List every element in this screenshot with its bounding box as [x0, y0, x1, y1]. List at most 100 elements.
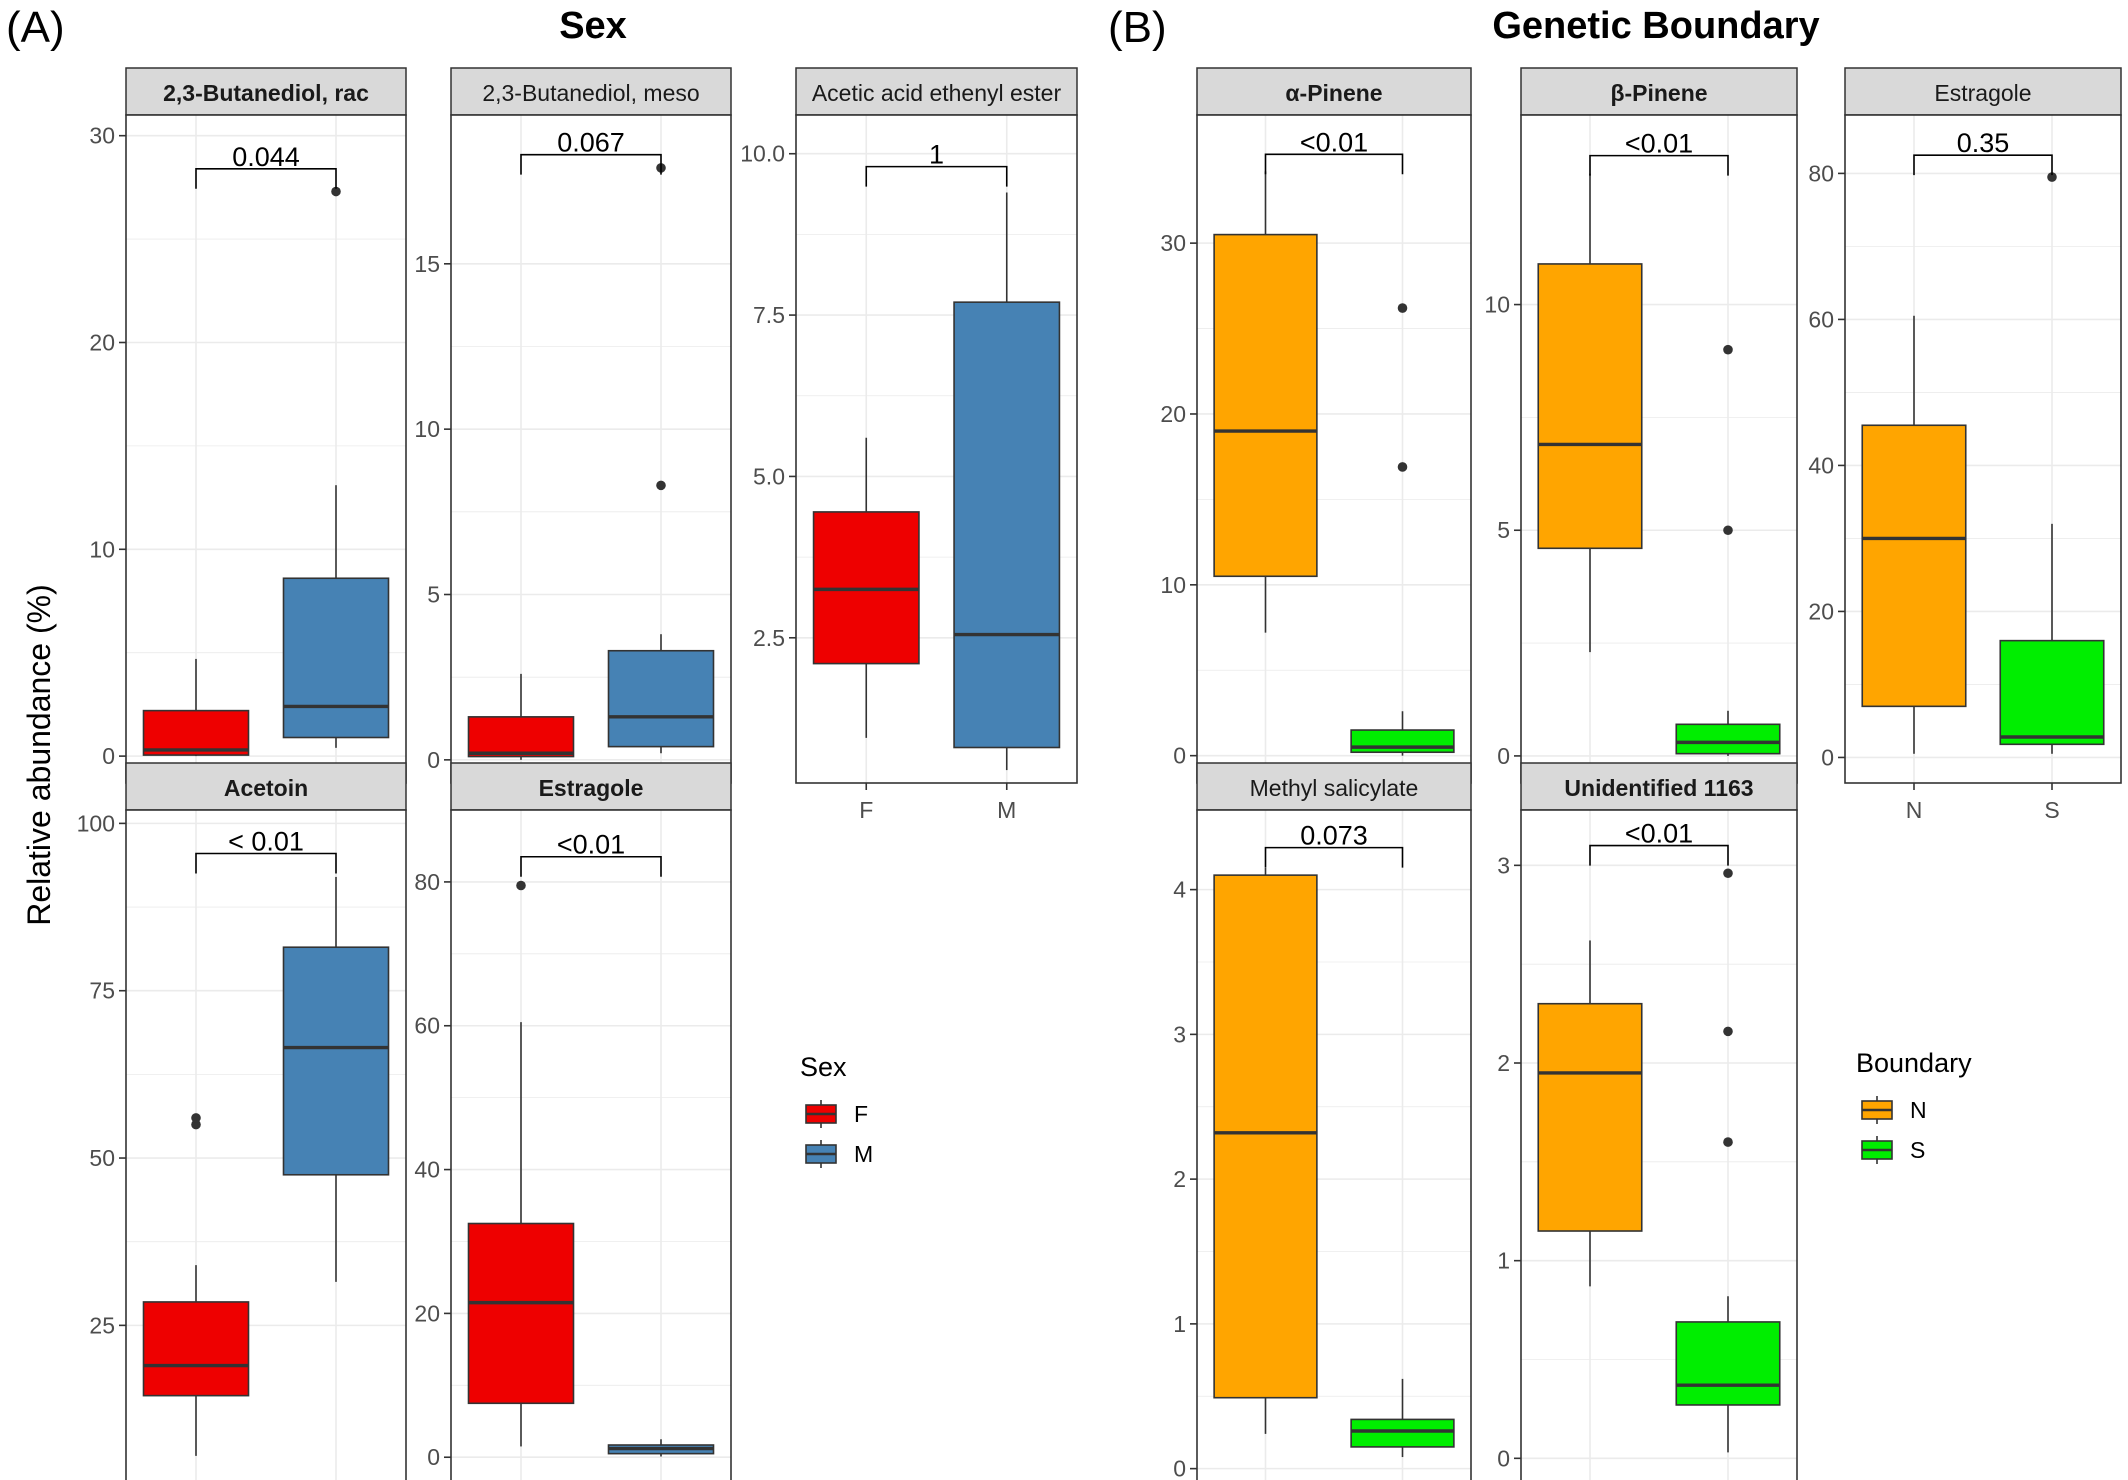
y-tick-label: 10	[414, 416, 440, 442]
box-F	[467, 880, 575, 1447]
box-F	[812, 437, 920, 738]
y-tick-label: 15	[414, 251, 440, 277]
y-tick-label: 30	[1160, 230, 1186, 256]
significance-bracket	[1589, 154, 1729, 176]
outlier-point	[516, 880, 526, 891]
outlier-point	[191, 1119, 201, 1130]
box-iqr	[467, 716, 575, 758]
p-value-label: 0.35	[1957, 128, 2010, 158]
y-tick-label: 0	[427, 1444, 440, 1470]
box-S	[1350, 303, 1455, 756]
facet-strip	[450, 762, 732, 811]
facet-title: Methyl salicylate	[1250, 775, 1419, 801]
facet-title: Estragole	[1934, 80, 2031, 106]
facet-title: Acetoin	[224, 775, 308, 801]
outlier-point	[1723, 344, 1733, 355]
y-tick-label: 40	[1808, 452, 1834, 478]
y-tick-label: 2	[1173, 1166, 1186, 1192]
box-S	[1999, 172, 2105, 754]
outlier-point	[1397, 303, 1408, 313]
box-N	[1213, 867, 1318, 1434]
y-tick-label: 60	[414, 1013, 440, 1039]
facet-strip	[125, 67, 407, 116]
box-iqr	[142, 1301, 250, 1397]
box-M	[607, 163, 715, 754]
y-tick-label: 0	[1173, 743, 1186, 769]
group-title-boundary: Genetic Boundary	[1492, 5, 1819, 47]
facet-title: α-Pinene	[1285, 80, 1382, 106]
p-value-label: <0.01	[557, 830, 625, 860]
y-tick-label: 30	[89, 123, 115, 149]
y-tick-label: 1	[1497, 1248, 1510, 1274]
significance-bracket	[195, 852, 337, 874]
box-iqr	[1537, 263, 1643, 550]
y-tick-label: 2.5	[753, 625, 785, 651]
outlier-point	[1723, 1026, 1733, 1037]
y-tick-label: 75	[89, 978, 115, 1004]
x-tick-label: N	[1906, 797, 1923, 823]
box-S	[1675, 344, 1781, 756]
significance-bracket	[1264, 846, 1404, 868]
outlier-point	[1723, 868, 1733, 879]
outlier-point	[1723, 525, 1733, 536]
legend-label: S	[1910, 1137, 1925, 1163]
significance-bracket	[1913, 154, 2053, 176]
facet-panel: α-Pinene <0.01 0 10 20 30	[1160, 67, 1472, 784]
panel-border	[1844, 114, 2122, 784]
p-value-label: <0.01	[1625, 129, 1693, 159]
box-N	[1213, 171, 1318, 633]
significance-bracket	[520, 855, 662, 877]
panel-border	[1520, 809, 1798, 1480]
y-tick-label: 60	[1808, 306, 1834, 332]
facet-title: Acetic acid ethenyl ester	[812, 80, 1062, 106]
y-tick-label: 5	[427, 582, 440, 608]
box-iqr	[1675, 723, 1781, 755]
facet-panel: 2,3-Butanediol, rac 0.044 0 10 20 30	[89, 67, 407, 784]
box-M	[953, 192, 1061, 771]
facet-panel: Unidentified 1163<0.010123NS	[1497, 762, 1798, 1480]
box-iqr	[1537, 1002, 1643, 1232]
box-F	[142, 1113, 250, 1456]
y-tick-label: 20	[1160, 401, 1186, 427]
box-iqr	[467, 1222, 575, 1405]
y-tick-label: 50	[89, 1145, 115, 1171]
panel-border	[1196, 809, 1472, 1480]
y-tick-label: 3	[1497, 852, 1510, 878]
legend-label: M	[854, 1141, 873, 1167]
y-tick-label: 10	[1484, 292, 1510, 318]
box-iqr	[1213, 874, 1318, 1399]
y-tick-label: 0	[1173, 1456, 1186, 1480]
facet-strip	[1844, 67, 2122, 116]
outlier-point	[656, 480, 666, 491]
y-tick-label: 10	[1160, 572, 1186, 598]
y-tick-label: 20	[1808, 598, 1834, 624]
facet-panel: 2,3-Butanediol, meso 0.067 0 5 10 15	[414, 67, 732, 784]
y-tick-label: 1	[1173, 1311, 1186, 1337]
box-F	[467, 673, 575, 760]
facet-title: Estragole	[539, 775, 644, 801]
facet-title: Unidentified 1163	[1564, 775, 1753, 801]
box-S	[1675, 868, 1781, 1453]
facet-strip	[1520, 67, 1798, 116]
y-tick-label: 0	[427, 747, 440, 773]
p-value-label: < 0.01	[228, 827, 304, 857]
box-iqr	[282, 946, 390, 1176]
y-tick-label: 0	[1497, 743, 1510, 769]
legend-label: F	[854, 1101, 868, 1127]
box-S	[1350, 1378, 1455, 1458]
box-N	[1537, 173, 1643, 653]
facet-title: 2,3-Butanediol, meso	[482, 80, 699, 106]
box-iqr	[1213, 233, 1318, 578]
outlier-point	[1723, 1137, 1733, 1147]
box-iqr	[1675, 1321, 1781, 1406]
grid	[451, 115, 731, 783]
legend: Sex FM	[800, 1052, 873, 1168]
y-tick-label: 40	[414, 1157, 440, 1183]
y-tick-label: 3	[1173, 1021, 1186, 1047]
outlier-point	[191, 1113, 201, 1123]
facet-strip	[450, 67, 732, 116]
significance-bracket	[195, 167, 337, 189]
x-tick-label: S	[2044, 797, 2059, 823]
